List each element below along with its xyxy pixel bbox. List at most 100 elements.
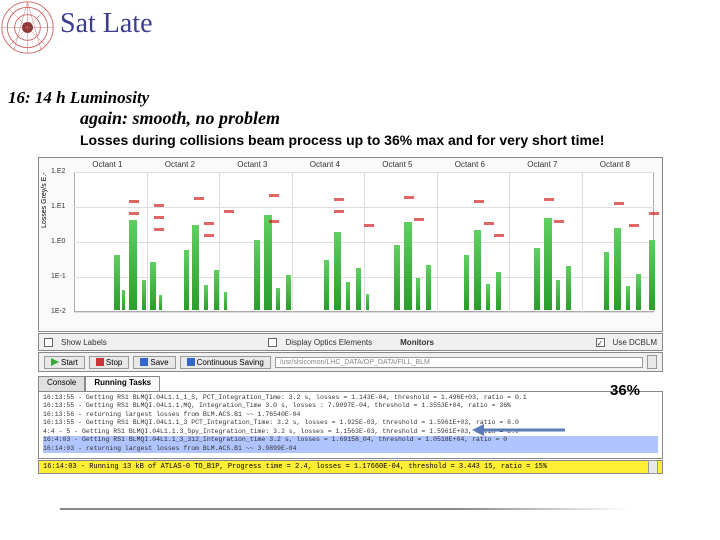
- console-line: 16:13:55 - Getting RS1 BLMQI.04L1.1.MQ, …: [43, 402, 658, 410]
- threshold-marker: [269, 194, 279, 197]
- threshold-marker: [334, 198, 344, 201]
- loss-spike: [356, 268, 361, 310]
- loss-spike: [276, 288, 280, 310]
- loss-spike: [224, 292, 227, 310]
- blm-chart-panel: Losses Grey/s E.- Octant 1 Octant 2 Octant…: [38, 157, 663, 332]
- footer-divider: [60, 508, 630, 510]
- save-button[interactable]: Save: [133, 356, 175, 369]
- loss-spike: [636, 274, 641, 310]
- loss-spike: [626, 286, 630, 310]
- threshold-marker: [614, 202, 624, 205]
- octant-label: Octant 1: [92, 160, 122, 169]
- loss-spike: [129, 220, 137, 310]
- threshold-marker: [154, 204, 164, 207]
- loss-spike: [142, 280, 146, 310]
- start-button[interactable]: Start: [44, 356, 85, 369]
- loss-spike: [649, 240, 655, 310]
- page-title: Sat Late: [60, 8, 153, 40]
- grid-hline: [74, 242, 654, 243]
- loss-spike: [404, 222, 412, 310]
- loss-spike: [544, 218, 552, 310]
- threshold-marker: [544, 198, 554, 201]
- octant-label: Octant 2: [165, 160, 195, 169]
- octant-label: Octant 6: [455, 160, 485, 169]
- ytick-label: 1E-1: [51, 273, 66, 280]
- loss-spike: [464, 255, 469, 310]
- loss-spike: [150, 262, 156, 310]
- loss-spike: [394, 245, 400, 310]
- loss-spike: [334, 232, 341, 310]
- stop-button[interactable]: Stop: [89, 356, 129, 369]
- loss-spike: [346, 282, 350, 310]
- loss-spike: [474, 230, 481, 310]
- path-input[interactable]: /usr/slsicomon/LHC_DATA/OP_DATA/FILL_BLM: [275, 357, 643, 368]
- arrow-icon: [470, 420, 570, 440]
- accelerator-logo-icon: [0, 0, 55, 55]
- threshold-marker: [204, 222, 214, 225]
- octant-label: Octant 7: [527, 160, 557, 169]
- threshold-marker: [629, 224, 639, 227]
- threshold-marker: [404, 196, 414, 199]
- grid-hline: [74, 172, 654, 173]
- threshold-marker: [364, 224, 374, 227]
- y-axis-label: Losses Grey/s E.-: [41, 172, 48, 228]
- ytick-label: 1.E1: [51, 203, 65, 210]
- loss-spike: [556, 280, 560, 310]
- button-row: Start Stop Save Continuous Saving /usr/s…: [38, 352, 663, 372]
- threshold-marker: [414, 218, 424, 221]
- loss-spike: [604, 252, 609, 310]
- loss-spike: [486, 284, 490, 310]
- threshold-marker: [494, 234, 504, 237]
- threshold-marker: [334, 210, 344, 213]
- threshold-marker: [269, 220, 279, 223]
- play-icon: [51, 358, 59, 366]
- loss-spike: [159, 295, 162, 310]
- loss-spike: [534, 248, 540, 310]
- loss-spike: [254, 240, 260, 310]
- threshold-marker: [649, 212, 659, 215]
- loss-spike: [204, 285, 208, 310]
- display-optics-checkbox[interactable]: [268, 338, 277, 347]
- controls-row: Show Labels Display Optics Elements Moni…: [38, 333, 663, 351]
- loss-spike: [122, 290, 125, 310]
- console-line: 16:13:56 - returning largest losses from…: [43, 411, 658, 419]
- grid-hline: [74, 312, 654, 313]
- luminosity-heading: 16: 14 h Luminosity: [8, 88, 149, 108]
- threshold-marker: [129, 212, 139, 215]
- threshold-marker: [224, 210, 234, 213]
- loss-spike: [214, 270, 219, 310]
- spinner-icon[interactable]: [647, 355, 657, 369]
- display-optics-label: Display Optics Elements: [285, 338, 372, 347]
- octant-label: Octant 3: [237, 160, 267, 169]
- threshold-marker: [194, 197, 204, 200]
- loss-spike: [192, 225, 199, 310]
- losses-text: Losses during collisions beam process up…: [80, 132, 604, 148]
- ytick-label: 1.E0: [51, 238, 65, 245]
- stop-icon: [96, 358, 104, 366]
- loss-spike: [114, 255, 120, 310]
- show-labels-label: Show Labels: [61, 338, 107, 347]
- loss-spike: [416, 278, 420, 310]
- threshold-marker: [474, 200, 484, 203]
- loss-spike: [184, 250, 189, 310]
- status-spinner-icon[interactable]: [648, 460, 658, 474]
- use-dcblm-checkbox[interactable]: [596, 338, 605, 347]
- tab-running-tasks[interactable]: Running Tasks: [85, 376, 160, 392]
- threshold-marker: [129, 200, 139, 203]
- cont-saving-button[interactable]: Continuous Saving: [180, 356, 271, 369]
- tab-console[interactable]: Console: [38, 376, 85, 392]
- loss-spike: [264, 215, 272, 310]
- octant-label: Octant 5: [382, 160, 412, 169]
- loss-spike: [566, 266, 571, 310]
- console-line-highlighted: 16:14:03 - returning largest losses from…: [43, 445, 658, 453]
- status-bar: 16:14:03 - Running 13 kB of ATLAS-0 TO_B…: [38, 460, 663, 474]
- console-tabs: Console Running Tasks: [38, 376, 663, 392]
- threshold-marker: [554, 220, 564, 223]
- loss-spike: [614, 228, 621, 310]
- ytick-label: 1E-2: [51, 308, 66, 315]
- status-text: 16:14:03 - Running 13 kB of ATLAS-0 TO_B…: [43, 463, 547, 471]
- console-line: 16:13:55 - Getting RS1 BLMQI.04L1.1_1_S,…: [43, 394, 658, 402]
- monitors-label: Monitors: [400, 338, 434, 347]
- show-labels-checkbox[interactable]: [44, 338, 53, 347]
- use-dcblm-label: Use DCBLM: [613, 338, 657, 347]
